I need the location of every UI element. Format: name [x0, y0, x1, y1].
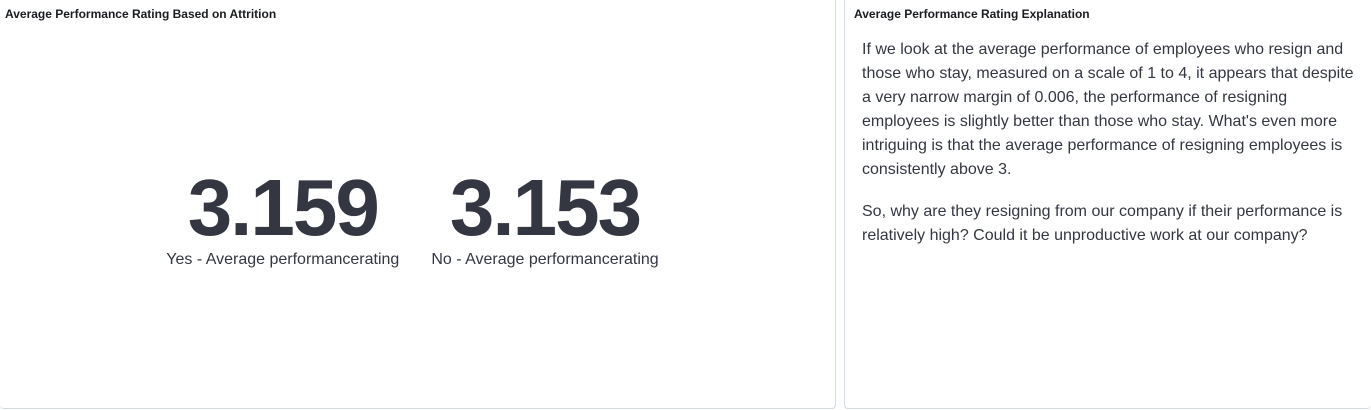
- metric-yes: 3.159 Yes - Average performancerating: [166, 168, 399, 270]
- panel-title: Average Performance Rating Explanation: [854, 7, 1090, 21]
- explanation-paragraph: So, why are they resigning from our comp…: [862, 203, 1343, 244]
- metric-no: 3.153 No - Average performancerating: [431, 168, 658, 270]
- explanation-text: If we look at the average performance of…: [862, 38, 1364, 266]
- panel-title: Average Performance Rating Based on Attr…: [5, 7, 277, 21]
- metrics-row: 3.159 Yes - Average performancerating 3.…: [0, 168, 835, 270]
- explanation-paragraph: If we look at the average performance of…: [862, 41, 1354, 178]
- markdown-panel[interactable]: Average Performance Rating Explanation I…: [844, 0, 1371, 409]
- metric-label-yes: Yes - Average performancerating: [166, 251, 400, 268]
- metric-panel[interactable]: Average Performance Rating Based on Attr…: [0, 0, 836, 409]
- metric-value-yes: 3.159: [187, 163, 380, 252]
- metric-label-no: No - Average performancerating: [431, 251, 659, 268]
- metric-value-no: 3.153: [449, 163, 642, 252]
